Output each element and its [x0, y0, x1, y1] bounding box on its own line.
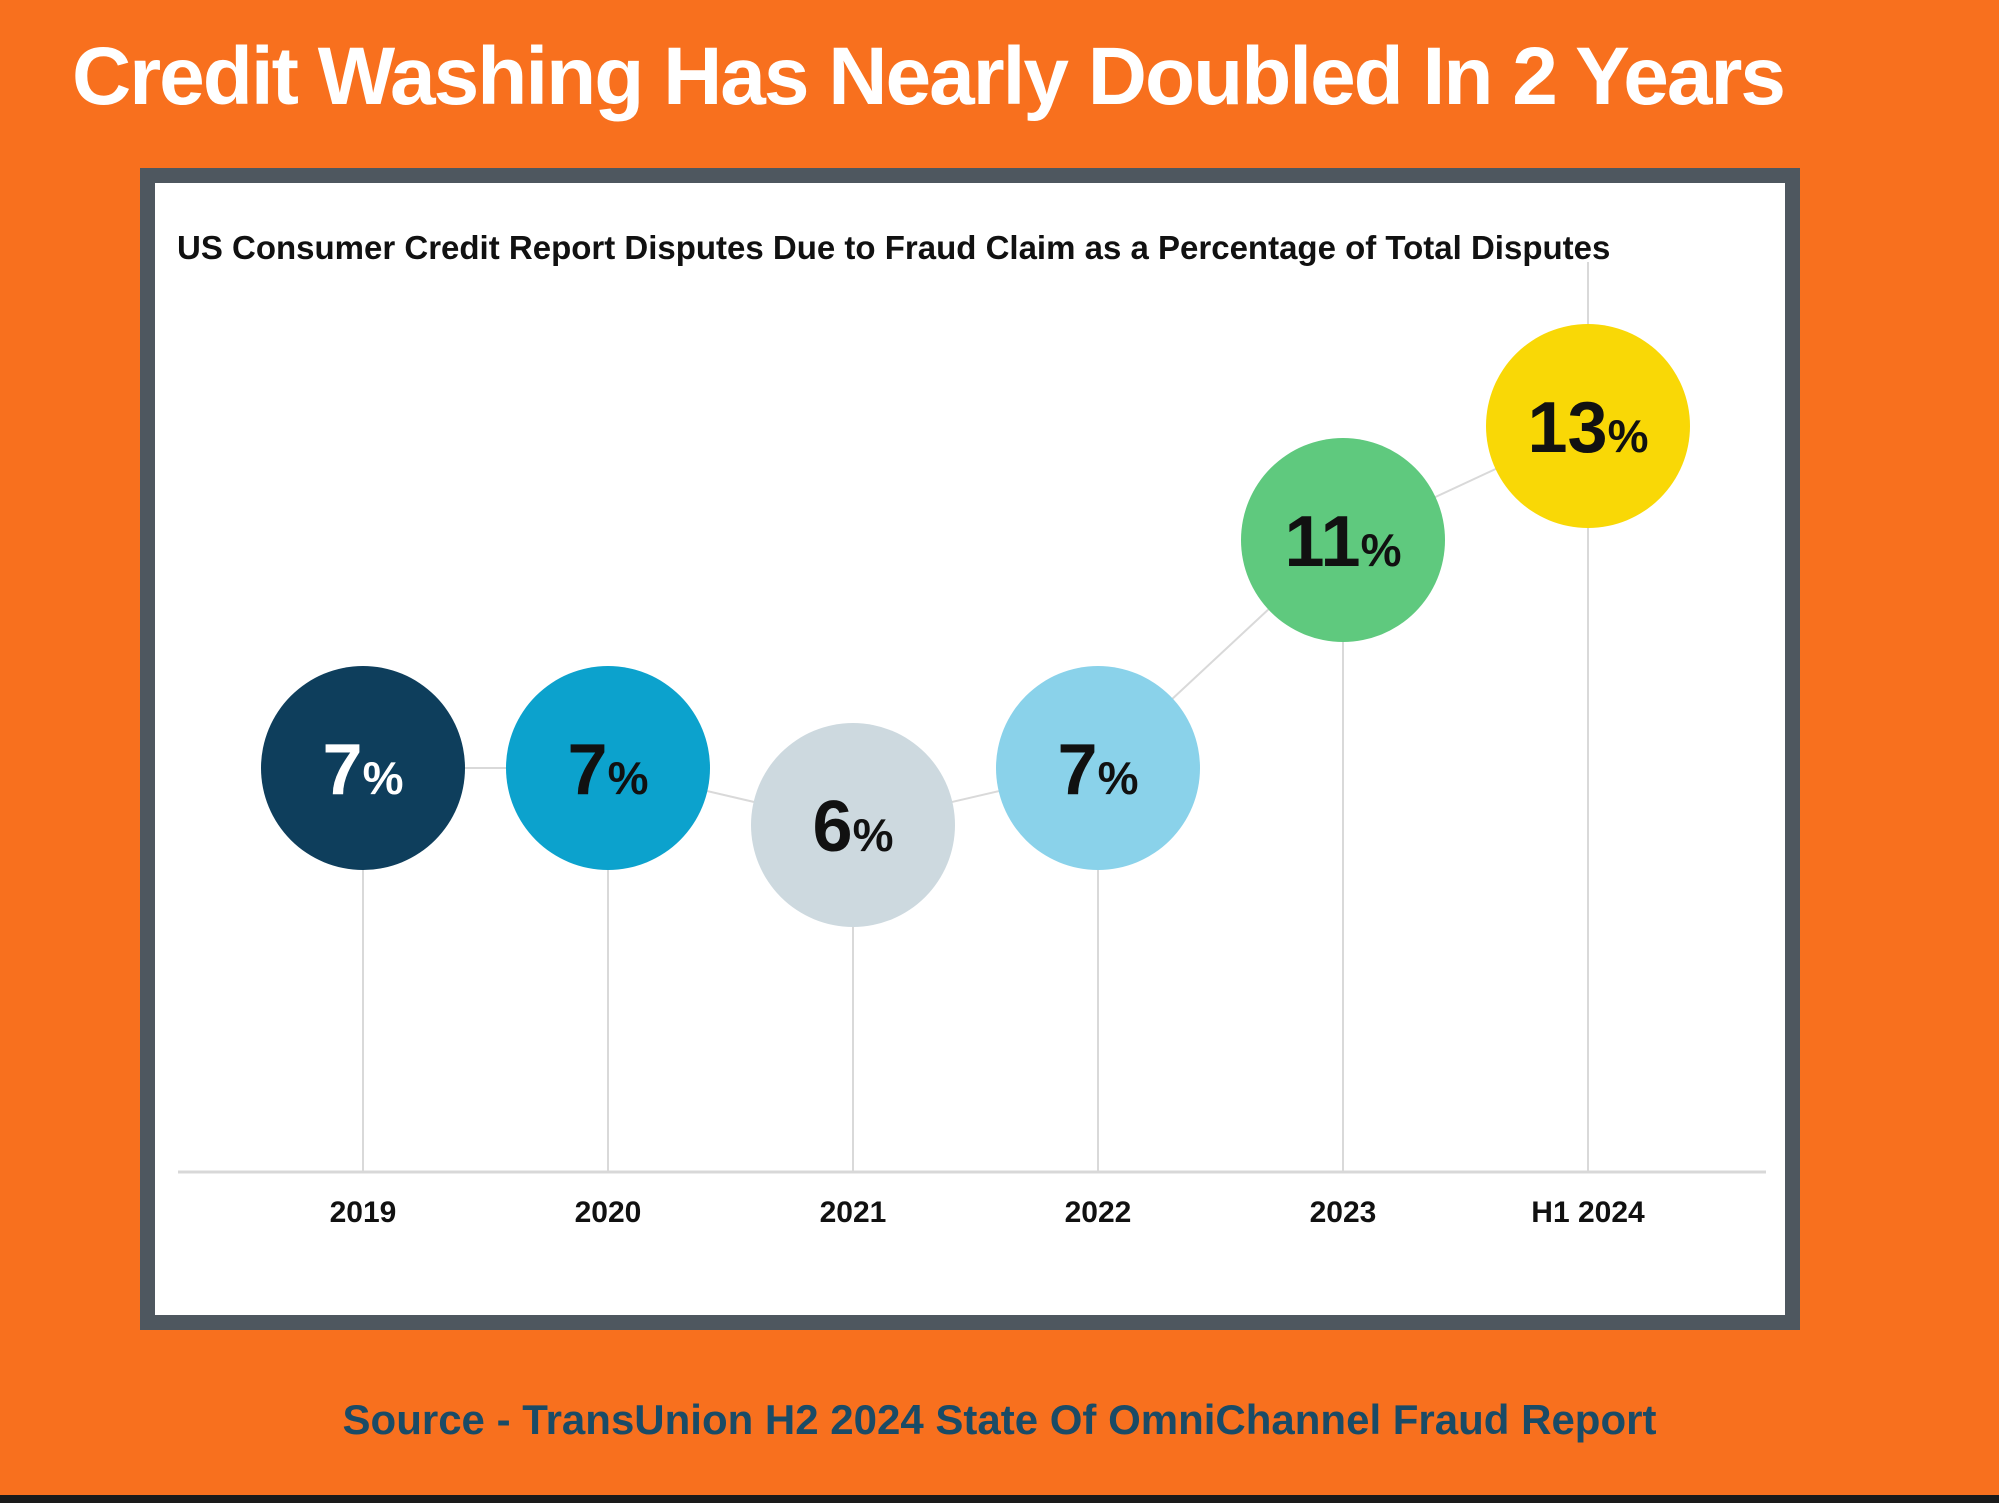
page-title: Credit Washing Has Nearly Doubled In 2 Y… [72, 31, 1786, 122]
chart-title: US Consumer Credit Report Disputes Due t… [177, 229, 1611, 266]
bottom-strip [0, 1495, 1999, 1503]
source-attribution: Source - TransUnion H2 2024 State Of Omn… [342, 1396, 1657, 1443]
chart-panel: US Consumer Credit Report Disputes Due t… [140, 168, 1800, 1330]
